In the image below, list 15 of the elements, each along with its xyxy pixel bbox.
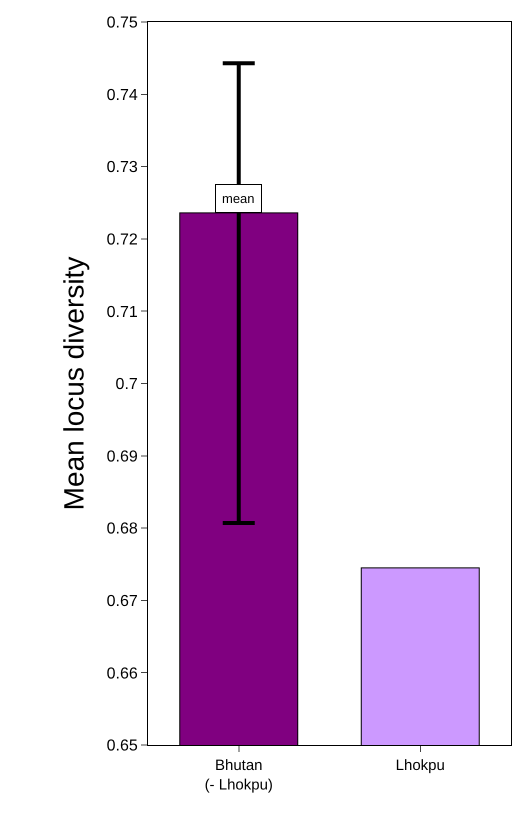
y-tick-label: 0.67 <box>106 593 138 610</box>
y-tick-label: 0.75 <box>106 14 138 32</box>
y-tick-label: 0.68 <box>106 520 138 538</box>
y-tick-label: 0.65 <box>106 738 138 755</box>
y-tick-label: 0.72 <box>106 232 138 248</box>
y-tick-label: 0.73 <box>106 159 138 176</box>
x-tick-label: Bhutan (- Lhokpu) <box>204 757 273 794</box>
y-tick-label: 0.71 <box>106 304 138 321</box>
x-tick-label: Lhokpu <box>396 757 445 774</box>
y-tick-label: 0.74 <box>106 86 138 104</box>
y-tick-label: 0.69 <box>106 448 138 466</box>
y-axis-title: Mean locus diversity <box>58 256 90 510</box>
y-tick-label: 0.7 <box>116 376 138 394</box>
y-tick-label: 0.66 <box>106 665 138 682</box>
annotation: mean <box>222 191 255 206</box>
